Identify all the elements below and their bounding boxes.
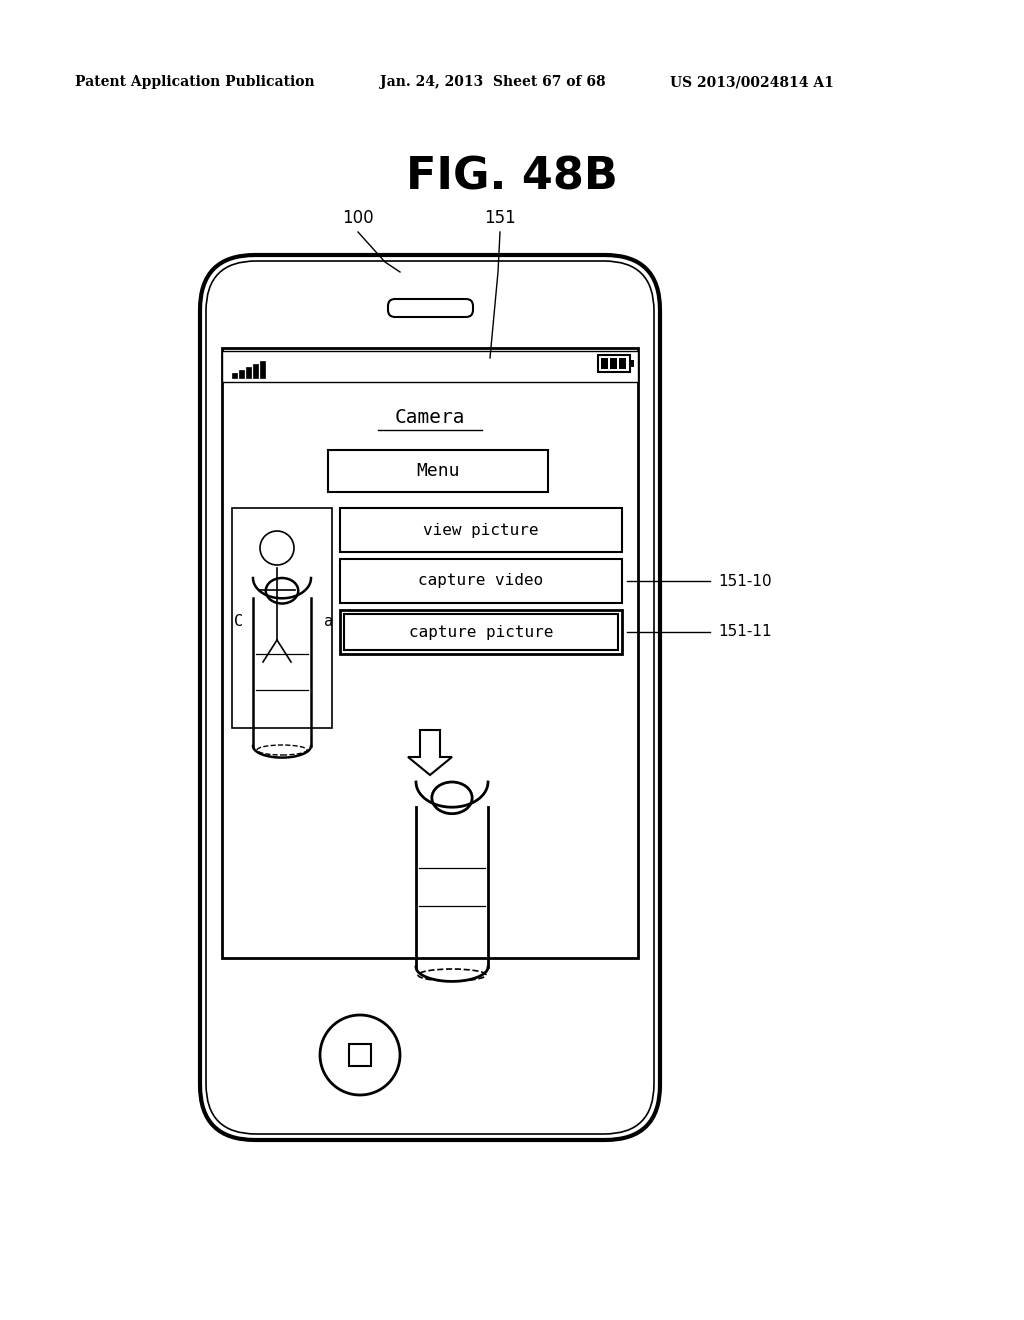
Text: US 2013/0024814 A1: US 2013/0024814 A1 <box>670 75 834 88</box>
Text: 151-11: 151-11 <box>718 624 772 639</box>
Text: capture video: capture video <box>419 573 544 589</box>
FancyBboxPatch shape <box>388 300 473 317</box>
Text: Patent Application Publication: Patent Application Publication <box>75 75 314 88</box>
Bar <box>340 508 622 552</box>
FancyBboxPatch shape <box>200 255 660 1140</box>
Bar <box>601 358 608 370</box>
Text: 100: 100 <box>342 209 374 227</box>
Bar <box>598 355 630 372</box>
Bar <box>232 374 237 378</box>
Bar <box>246 367 251 378</box>
Bar <box>340 610 622 653</box>
Polygon shape <box>408 730 452 775</box>
Bar <box>610 358 617 370</box>
Bar <box>344 614 618 649</box>
Bar <box>349 1044 371 1067</box>
Text: a: a <box>324 615 333 630</box>
Bar <box>328 450 548 492</box>
Bar <box>222 351 638 381</box>
Text: Jan. 24, 2013  Sheet 67 of 68: Jan. 24, 2013 Sheet 67 of 68 <box>380 75 605 88</box>
Bar <box>260 360 265 378</box>
Bar <box>222 348 638 958</box>
Bar <box>618 358 626 370</box>
Bar <box>630 360 634 367</box>
Text: view picture: view picture <box>423 523 539 537</box>
Text: FIG. 48B: FIG. 48B <box>407 154 617 198</box>
Text: 151: 151 <box>484 209 516 227</box>
Bar <box>253 364 258 378</box>
Text: Camera: Camera <box>394 408 465 426</box>
Text: capture picture: capture picture <box>409 624 553 639</box>
Text: C: C <box>234 615 243 630</box>
Bar <box>232 508 332 729</box>
Bar <box>239 370 244 378</box>
Text: 151-10: 151-10 <box>718 573 772 589</box>
Bar <box>340 558 622 603</box>
Text: Menu: Menu <box>416 462 460 480</box>
